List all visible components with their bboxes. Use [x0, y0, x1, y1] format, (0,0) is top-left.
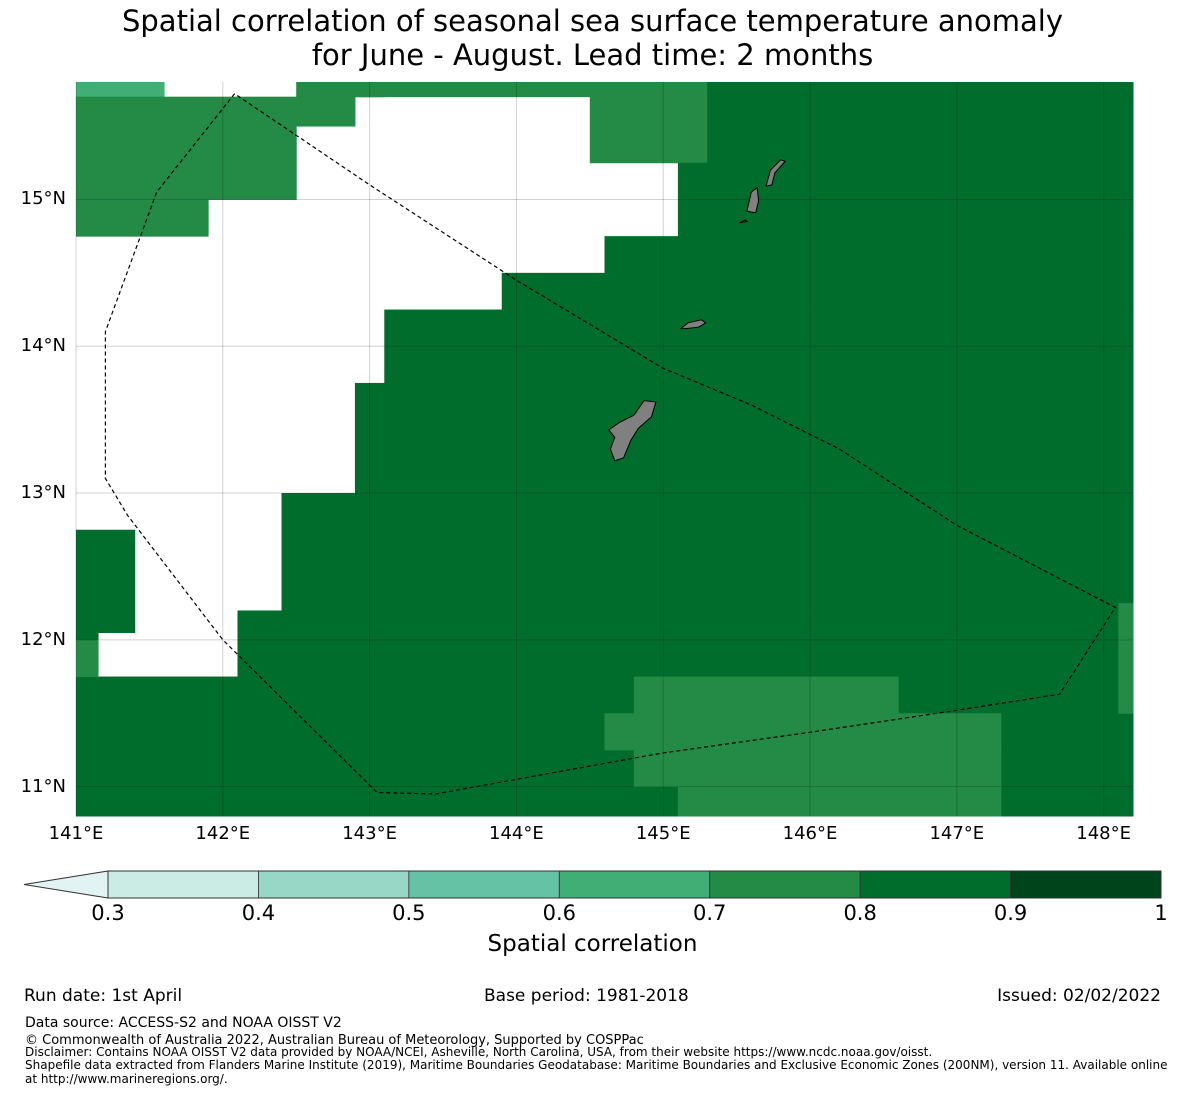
issued-date: Issued: 02/02/2022 — [997, 986, 1161, 1006]
base-period: Base period: 1981-2018 — [484, 986, 689, 1006]
chart-title: Spatial correlation of seasonal sea surf… — [0, 4, 1185, 72]
shapefile-credit-line-1: Shapefile data extracted from Flanders M… — [25, 1058, 1168, 1072]
island-saipan — [765, 159, 786, 187]
lon-label: 145°E — [635, 823, 691, 844]
colorbar-tick-label: 0.7 — [693, 901, 727, 925]
colorbar-tick-label: 0.5 — [392, 901, 426, 925]
colorbar-tick-label: 0.8 — [843, 901, 877, 925]
colorbar-bin — [709, 870, 861, 899]
colorbar-bin — [1010, 870, 1162, 899]
colorbar-bin — [258, 870, 410, 899]
correlation-cell — [76, 96, 297, 164]
colorbar-outline — [107, 870, 1162, 899]
colorbar-bin — [859, 870, 1011, 899]
title-line-1: Spatial correlation of seasonal sea surf… — [121, 4, 1064, 38]
lon-label: 147°E — [929, 823, 985, 844]
lat-label: 11°N — [20, 775, 66, 797]
lon-label: 148°E — [1076, 823, 1131, 844]
data-source: Data source: ACCESS-S2 and NOAA OISST V2 — [25, 1015, 342, 1031]
correlation-cell — [604, 236, 1134, 274]
correlation-cell — [76, 529, 136, 633]
colorbar-bin — [408, 870, 560, 899]
correlation-cell — [604, 713, 1002, 751]
graticule — [75, 82, 1133, 816]
colorbar-extend-arrow — [23, 870, 109, 899]
correlation-cell — [281, 493, 385, 611]
run-date: Run date: 1st April — [24, 986, 183, 1006]
correlation-cell — [707, 96, 1134, 164]
lat-label: 15°N — [20, 188, 66, 210]
lon-label: 142°E — [195, 823, 251, 844]
correlation-cell — [237, 610, 1134, 678]
correlation-cell — [384, 309, 1134, 611]
lon-label: 144°E — [489, 823, 544, 844]
correlation-cell — [354, 382, 385, 494]
correlation-cell — [633, 676, 899, 714]
correlation-cell — [824, 82, 1134, 98]
island-tinian — [746, 186, 760, 214]
correlation-grid — [76, 82, 1134, 817]
lon-label: 146°E — [782, 823, 838, 844]
shapefile-credit-line-2: at http://www.marineregions.org/. — [25, 1072, 228, 1086]
disclaimer: Disclaimer: Contains NOAA OISST V2 data … — [25, 1045, 933, 1059]
correlation-cell — [76, 82, 165, 98]
eez-boundary-line — [104, 93, 1117, 795]
colorbar-tick-label: 1 — [1154, 901, 1168, 925]
colorbar — [23, 870, 1162, 899]
correlation-cell — [589, 96, 708, 164]
lon-label: 141°E — [48, 823, 104, 844]
colorbar-bin — [107, 870, 259, 899]
lat-label: 12°N — [20, 628, 66, 650]
colorbar-tick-label: 0.4 — [241, 901, 276, 925]
correlation-cell — [354, 82, 708, 98]
correlation-cell — [208, 162, 297, 200]
land-layer — [608, 159, 786, 462]
correlation-cell — [707, 82, 826, 98]
lon-label: 143°E — [342, 823, 397, 844]
colorbar-bin — [558, 870, 711, 899]
correlation-cell — [76, 639, 99, 678]
colorbar-title: Spatial correlation — [487, 931, 698, 957]
colorbar-tick-label: 0.9 — [993, 901, 1028, 925]
colorbar-tick-label: 0.6 — [542, 901, 576, 925]
island-rota — [679, 319, 707, 330]
correlation-cell — [677, 786, 1002, 817]
correlation-cell — [296, 96, 356, 127]
island-guam — [608, 400, 657, 462]
correlation-cell — [633, 749, 1002, 788]
colorbar-tick-label: 0.3 — [91, 901, 125, 925]
lat-label: 14°N — [20, 335, 66, 357]
correlation-cell — [76, 162, 209, 237]
island-aguijan — [739, 219, 748, 224]
correlation-cell — [501, 272, 1134, 311]
copyright: © Commonwealth of Australia 2022, Austra… — [25, 1033, 644, 1048]
lat-label: 13°N — [20, 482, 66, 504]
title-line-2: for June - August. Lead time: 2 months — [311, 38, 874, 72]
correlation-cell — [1118, 603, 1134, 714]
